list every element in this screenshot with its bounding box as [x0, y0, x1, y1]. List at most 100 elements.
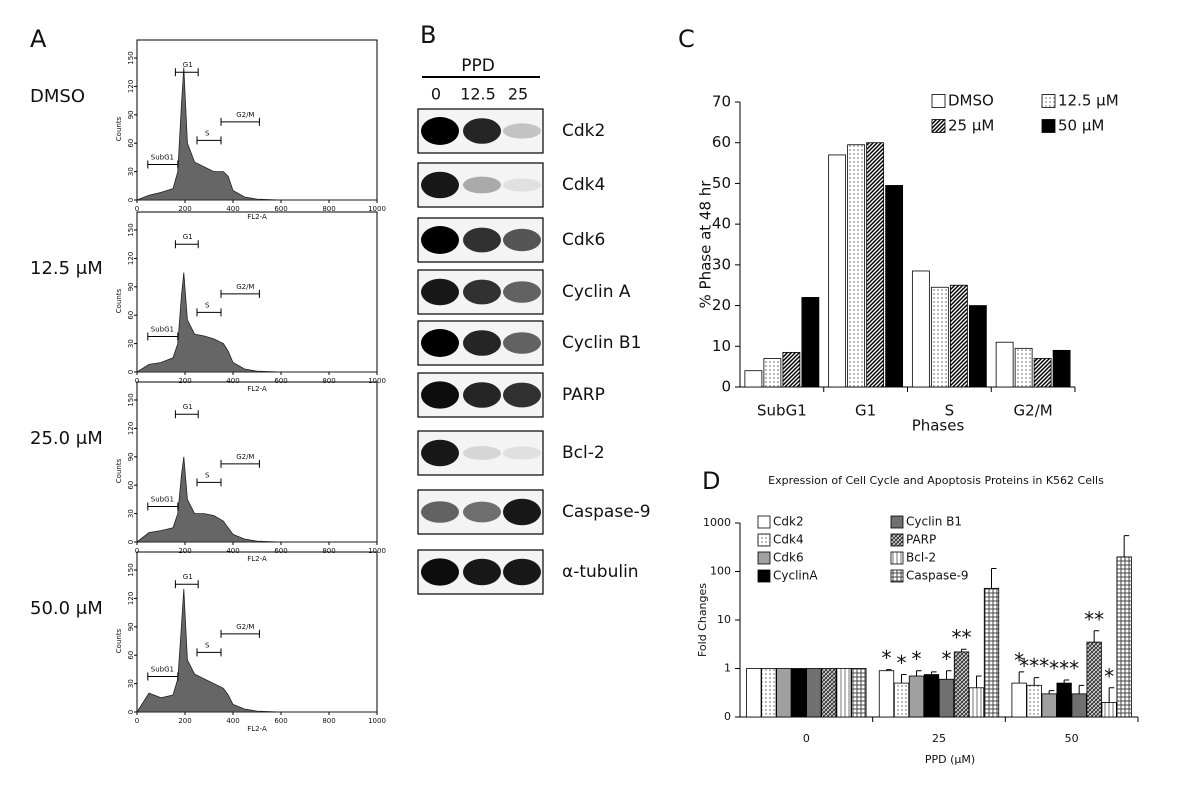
- significance: *: [1014, 648, 1024, 672]
- gate: [147, 160, 179, 169]
- gate-label: G1: [183, 233, 193, 241]
- y-tick-label: 90: [127, 282, 135, 291]
- x-tick-label: 0: [135, 717, 139, 725]
- plot-frame: [136, 551, 378, 713]
- plot-frame: [136, 211, 378, 373]
- protein-label: Caspase-9: [562, 502, 651, 522]
- gate-label: G2/M: [236, 623, 254, 631]
- error-bar: [1078, 684, 1085, 694]
- y-tick-label: 0: [127, 540, 135, 544]
- x-axis-label: Phases: [912, 417, 965, 435]
- gate-label: G1: [183, 61, 193, 69]
- blot-band: [421, 558, 459, 586]
- error-bar: [1018, 671, 1025, 684]
- significance: *: [942, 647, 952, 671]
- plot-frame: [136, 39, 378, 201]
- y-tick-label: 120: [127, 252, 135, 265]
- x-tick-label: SubG1: [757, 402, 807, 420]
- x-tick-label: 200: [178, 717, 191, 725]
- x-tick-label: 600: [274, 717, 287, 725]
- y-tick-label: 60: [127, 311, 135, 320]
- y-tick-label: 30: [127, 509, 135, 518]
- x-tick-label: 0: [135, 377, 139, 385]
- bar: [1052, 349, 1071, 388]
- y-tick-label: 90: [127, 622, 135, 631]
- x-tick-label: 400: [226, 547, 239, 555]
- x-tick-label: G1: [855, 402, 876, 420]
- bar: [930, 286, 949, 388]
- lane-label: 25: [508, 85, 528, 104]
- x-tick-label: 0: [803, 732, 810, 745]
- blot-band: [421, 329, 459, 357]
- x-axis-label: FL2-A: [247, 385, 267, 393]
- bar: [791, 668, 807, 718]
- x-tick-label: 600: [274, 547, 287, 555]
- y-axis-label: Counts: [115, 628, 123, 653]
- bar: [1026, 684, 1042, 718]
- bar: [1011, 682, 1027, 718]
- blot-band: [421, 117, 459, 145]
- legend-swatch: [931, 119, 946, 133]
- x-tick-label: 400: [226, 377, 239, 385]
- bar: [806, 668, 822, 718]
- error-bar: [916, 670, 922, 677]
- blot-band: [503, 382, 541, 408]
- y-tick-label: 70: [712, 93, 731, 111]
- bar: [885, 185, 904, 388]
- blot-band: [503, 178, 541, 192]
- gate-label: G2/M: [236, 283, 254, 291]
- bar: [776, 668, 792, 718]
- blot-band: [463, 279, 501, 305]
- bar: [949, 284, 968, 388]
- x-tick-label: 800: [322, 205, 335, 213]
- gate-label: SubG1: [151, 154, 174, 162]
- gate: [174, 410, 199, 419]
- error-bar: [1063, 679, 1070, 684]
- y-tick-label: 0: [724, 710, 731, 723]
- legend-swatch: [757, 533, 771, 547]
- legend-label: Bcl-2: [906, 551, 936, 565]
- x-tick-label: 400: [226, 205, 239, 213]
- protein-label: Cdk2: [562, 121, 605, 141]
- x-tick-label: 800: [322, 377, 335, 385]
- significance: *: [1104, 664, 1114, 688]
- protein-label: Cdk4: [562, 175, 605, 195]
- gate-label: G1: [183, 403, 193, 411]
- legend-label: 12.5 μM: [1058, 92, 1119, 110]
- y-tick-label: 90: [127, 452, 135, 461]
- legend-label: 25 μM: [948, 117, 994, 135]
- significance: *: [897, 651, 907, 675]
- gate: [196, 648, 222, 657]
- x-axis-label: FL2-A: [247, 725, 267, 733]
- y-tick-label: 60: [127, 481, 135, 490]
- y-tick-label: 120: [127, 422, 135, 435]
- protein-label: α-tubulin: [562, 562, 639, 582]
- histogram-area: [136, 588, 377, 713]
- x-tick-label: 0: [135, 547, 139, 555]
- blot-band: [463, 330, 501, 356]
- blot-band: [463, 446, 501, 460]
- x-axis-label: FL2-A: [247, 213, 267, 221]
- y-tick-label: 60: [127, 139, 135, 148]
- blot-band: [421, 171, 459, 199]
- x-tick-label: 200: [178, 377, 191, 385]
- x-tick-label: 25: [932, 732, 946, 745]
- bar: [938, 678, 955, 718]
- blot-band: [503, 446, 541, 460]
- condition-label: 50.0 μM: [30, 598, 103, 619]
- x-tick-label: 600: [274, 377, 287, 385]
- protein-label: Cyclin B1: [562, 333, 641, 353]
- bar: [1056, 682, 1072, 718]
- blot-band: [503, 228, 541, 252]
- legend-label: Caspase-9: [906, 569, 969, 583]
- y-tick-label: 30: [127, 167, 135, 176]
- gate-label: S: [205, 641, 210, 649]
- y-tick-label: 60: [127, 651, 135, 660]
- error-bar: [1033, 677, 1040, 686]
- y-tick-label: 30: [127, 679, 135, 688]
- x-tick-label: 1000: [368, 205, 386, 213]
- bar: [836, 668, 852, 718]
- gate-label: G2/M: [236, 453, 254, 461]
- y-tick-label: 30: [127, 339, 135, 348]
- gate: [174, 240, 199, 249]
